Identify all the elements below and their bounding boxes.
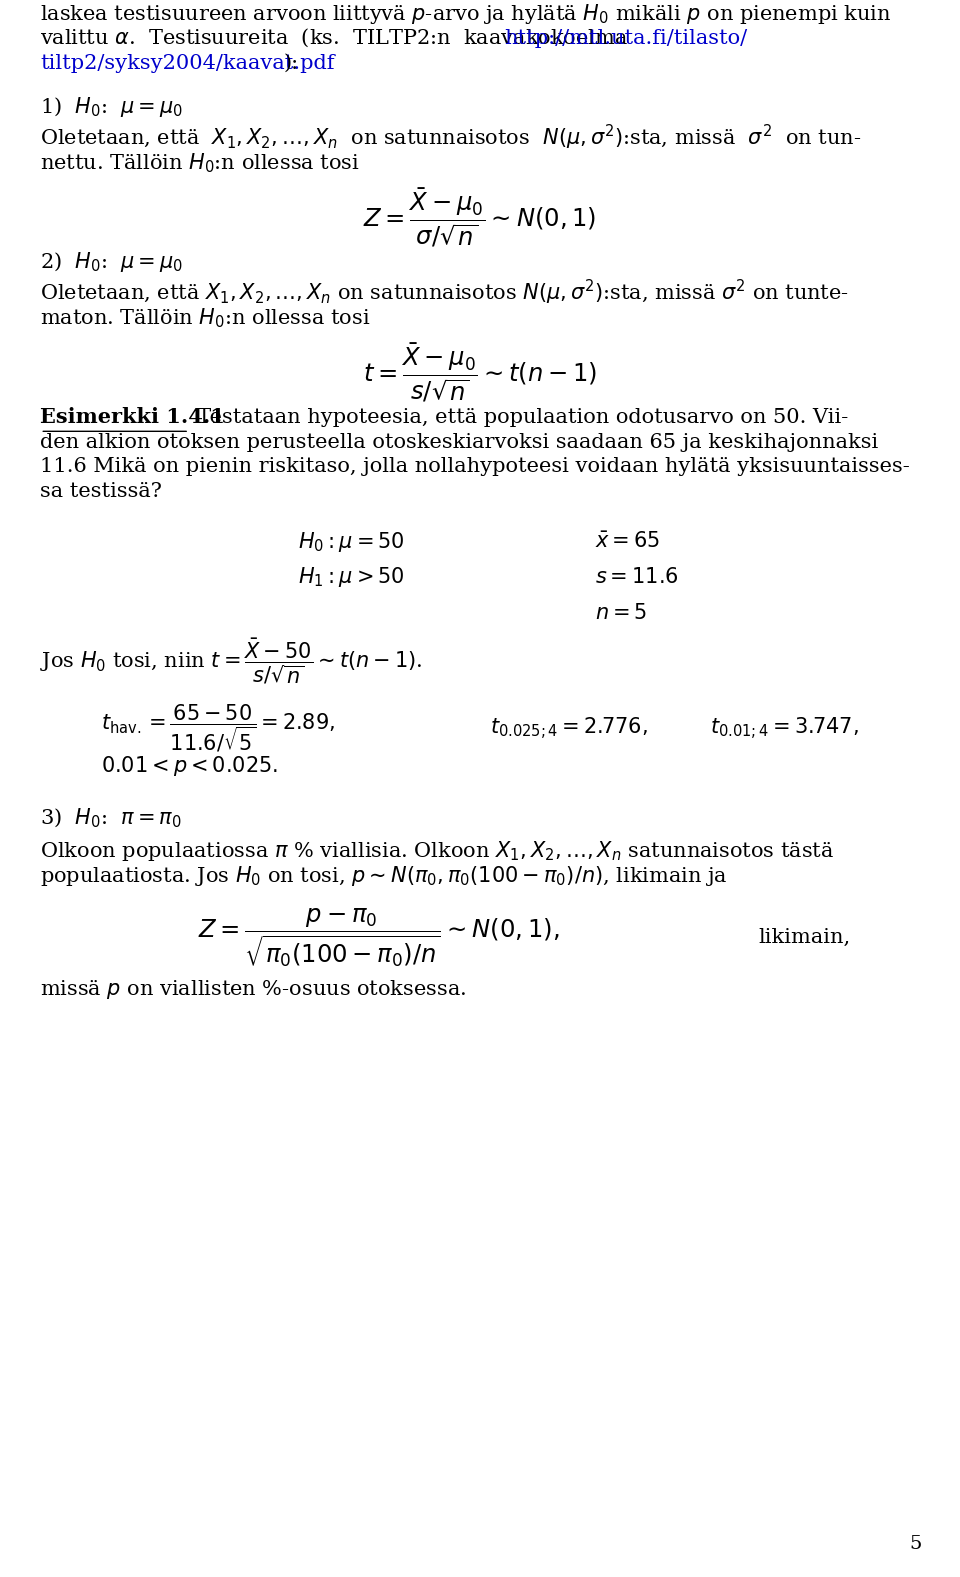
Text: Jos $H_0$ tosi, niin $t = \dfrac{\bar{X} - 50}{s/\sqrt{n}} \sim t(n-1)$.: Jos $H_0$ tosi, niin $t = \dfrac{\bar{X}… <box>40 636 423 686</box>
Text: 3)  $H_0$:  $\pi = \pi_0$: 3) $H_0$: $\pi = \pi_0$ <box>40 807 182 831</box>
Text: $\bar{x} = 65$: $\bar{x} = 65$ <box>595 531 660 552</box>
Text: $t_{0.025;4} = 2.776,$: $t_{0.025;4} = 2.776,$ <box>490 716 647 741</box>
Text: Testataan hypoteesia, että populaation odotusarvo on 50. Vii-: Testataan hypoteesia, että populaation o… <box>184 408 849 427</box>
Text: Oletetaan, että  $X_1, X_2, \ldots, X_n$  on satunnaisotos  $N(\mu, \sigma^2)$:s: Oletetaan, että $X_1, X_2, \ldots, X_n$ … <box>40 123 862 151</box>
Text: populaatiosta. Jos $H_0$ on tosi, $p \sim N(\pi_0, \pi_0(100-\pi_0)/n)$, likimai: populaatiosta. Jos $H_0$ on tosi, $p \si… <box>40 864 728 888</box>
Text: $t_{0.01;4} = 3.747,$: $t_{0.01;4} = 3.747,$ <box>710 716 859 741</box>
Text: valittu $\alpha$.  Testisuureita  (ks.  TILTP2:n  kaavakokoelma: valittu $\alpha$. Testisuureita (ks. TIL… <box>40 27 629 49</box>
Text: $H_0: \mu = 50$: $H_0: \mu = 50$ <box>298 530 404 554</box>
Text: $n = 5$: $n = 5$ <box>595 602 647 623</box>
Text: sa testissä?: sa testissä? <box>40 481 162 501</box>
Text: tiltp2/syksy2004/kaavat.pdf: tiltp2/syksy2004/kaavat.pdf <box>40 54 335 73</box>
Text: 2)  $H_0$:  $\mu = \mu_0$: 2) $H_0$: $\mu = \mu_0$ <box>40 251 183 274</box>
Text: den alkion otoksen perusteella otoskeskiarvoksi saadaan 65 ja keskihajonnaksi: den alkion otoksen perusteella otoskeski… <box>40 432 878 453</box>
Text: 5: 5 <box>909 1534 922 1553</box>
Text: $t = \dfrac{\bar{X} - \mu_0}{s/\sqrt{n}} \sim t(n-1)$: $t = \dfrac{\bar{X} - \mu_0}{s/\sqrt{n}}… <box>363 342 597 404</box>
Text: Olkoon populaatiossa $\pi$ % viallisia. Olkoon $X_1, X_2, \ldots, X_n$ satunnais: Olkoon populaatiossa $\pi$ % viallisia. … <box>40 839 834 863</box>
Text: $0.01 < p < 0.025.$: $0.01 < p < 0.025.$ <box>101 754 277 777</box>
Text: ):: ): <box>283 54 299 73</box>
Text: nettu. Tällöin $H_0$:n ollessa tosi: nettu. Tällöin $H_0$:n ollessa tosi <box>40 151 360 175</box>
Text: $H_1: \mu > 50$: $H_1: \mu > 50$ <box>298 565 404 590</box>
Text: $t_{\mathrm{hav.}} = \dfrac{65-50}{11.6/\sqrt{5}} = 2.89,$: $t_{\mathrm{hav.}} = \dfrac{65-50}{11.6/… <box>101 703 335 754</box>
Text: maton. Tällöin $H_0$:n ollessa tosi: maton. Tällöin $H_0$:n ollessa tosi <box>40 308 371 331</box>
Text: $s = 11.6$: $s = 11.6$ <box>595 568 679 587</box>
Text: http://mtl.uta.fi/tilasto/: http://mtl.uta.fi/tilasto/ <box>505 28 748 49</box>
Text: 1)  $H_0$:  $\mu = \mu_0$: 1) $H_0$: $\mu = \mu_0$ <box>40 95 183 118</box>
Text: Esimerkki 1.4.1: Esimerkki 1.4.1 <box>40 407 226 427</box>
Text: laskea testisuureen arvoon liittyvä $p$-arvo ja hylätä $H_0$ mikäli $p$ on piene: laskea testisuureen arvoon liittyvä $p$-… <box>40 2 892 25</box>
Text: 11.6 Mikä on pienin riskitaso, jolla nollahypoteesi voidaan hylätä yksisuuntaiss: 11.6 Mikä on pienin riskitaso, jolla nol… <box>40 457 910 476</box>
Text: missä $p$ on viallisten %-osuus otoksessa.: missä $p$ on viallisten %-osuus otoksess… <box>40 978 467 1001</box>
Text: $Z = \dfrac{\bar{X} - \mu_0}{\sigma/\sqrt{n}} \sim N(0,1)$: $Z = \dfrac{\bar{X} - \mu_0}{\sigma/\sqr… <box>363 186 597 249</box>
Text: $Z = \dfrac{p - \pi_0}{\sqrt{\pi_0(100-\pi_0)/n}} \sim N(0,1),$: $Z = \dfrac{p - \pi_0}{\sqrt{\pi_0(100-\… <box>199 907 560 968</box>
Text: Oletetaan, että $X_1, X_2, \ldots, X_n$ on satunnaisotos $N(\mu, \sigma^2)$:sta,: Oletetaan, että $X_1, X_2, \ldots, X_n$ … <box>40 278 850 308</box>
Text: likimain,: likimain, <box>758 927 851 948</box>
